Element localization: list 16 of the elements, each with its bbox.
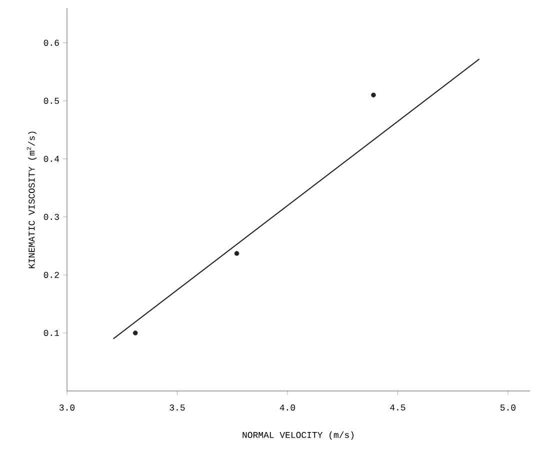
x-tick-label: 4.5 (390, 404, 406, 411)
y-axis-title: KINEMATIC VISCOSITY (m$^{2}$/s) (26, 132, 37, 268)
x-tick-label: 4.0 (280, 404, 295, 411)
y-tick-label: 0.4 (44, 156, 60, 162)
x-axis-title: NORMAL VELOCITY (m/s) (242, 431, 354, 440)
y-tick-label: 0.2 (44, 272, 59, 278)
x-tick-label: 3.5 (170, 404, 185, 411)
x-tick-label: 5.0 (500, 404, 516, 411)
y-tick-label: 0.5 (44, 98, 59, 104)
x-tick-label: 3.0 (60, 404, 75, 411)
point (132, 330, 138, 336)
y-tick-label: 0.6 (44, 40, 59, 46)
point (371, 92, 376, 98)
point (234, 251, 240, 256)
y-tick-label: 0.3 (44, 214, 59, 220)
y-tick-label: 0.1 (44, 330, 60, 336)
